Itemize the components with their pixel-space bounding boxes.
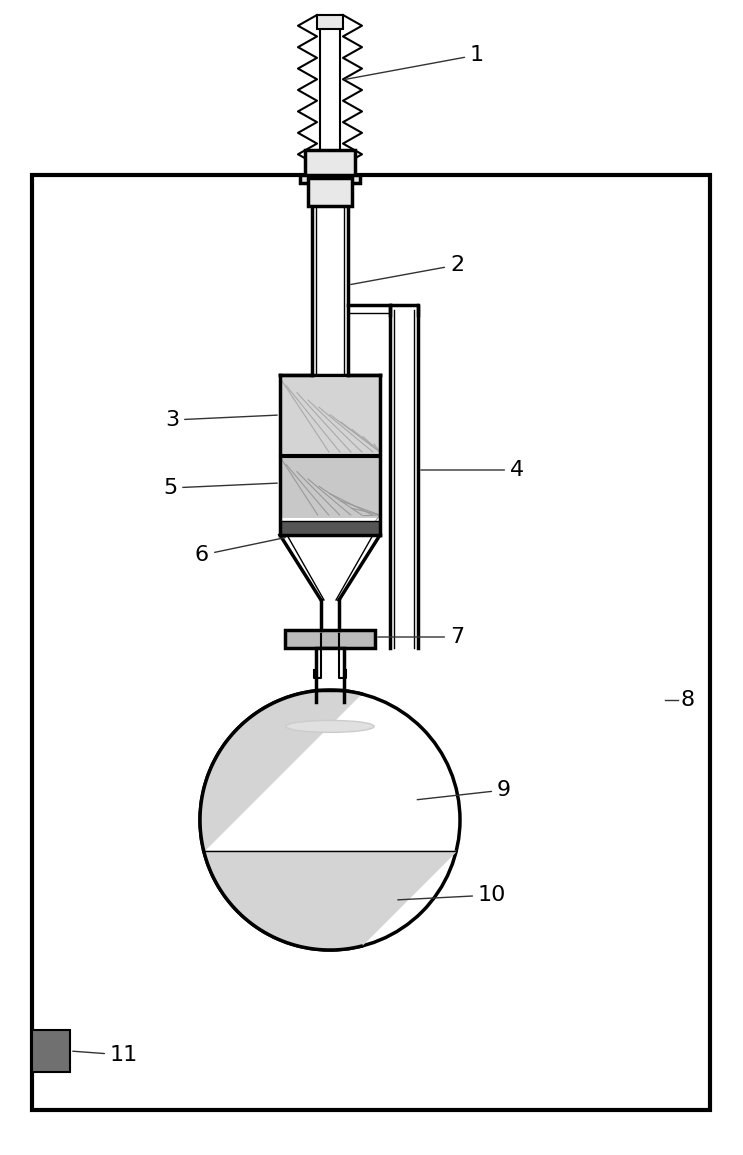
Text: 2: 2 bbox=[351, 255, 464, 284]
Bar bbox=[32, 1030, 70, 1072]
Bar bbox=[280, 521, 380, 535]
Bar bbox=[305, 150, 355, 178]
Circle shape bbox=[200, 690, 460, 951]
Bar bbox=[317, 15, 343, 29]
Bar bbox=[32, 176, 710, 1110]
Text: 4: 4 bbox=[421, 460, 524, 480]
Text: 5: 5 bbox=[163, 478, 277, 498]
Text: 8: 8 bbox=[680, 690, 694, 710]
Bar bbox=[300, 176, 360, 182]
Bar bbox=[280, 378, 380, 455]
Text: 6: 6 bbox=[195, 537, 285, 565]
Text: 3: 3 bbox=[165, 410, 277, 430]
Polygon shape bbox=[200, 690, 456, 949]
Ellipse shape bbox=[286, 721, 374, 732]
Text: 9: 9 bbox=[418, 780, 511, 800]
Bar bbox=[285, 629, 375, 648]
Bar bbox=[316, 648, 344, 690]
Text: 1: 1 bbox=[345, 45, 484, 80]
Text: 10: 10 bbox=[398, 885, 507, 906]
Text: 7: 7 bbox=[377, 627, 464, 647]
Bar bbox=[280, 457, 380, 517]
Text: 11: 11 bbox=[73, 1045, 138, 1065]
Bar bbox=[308, 178, 352, 206]
